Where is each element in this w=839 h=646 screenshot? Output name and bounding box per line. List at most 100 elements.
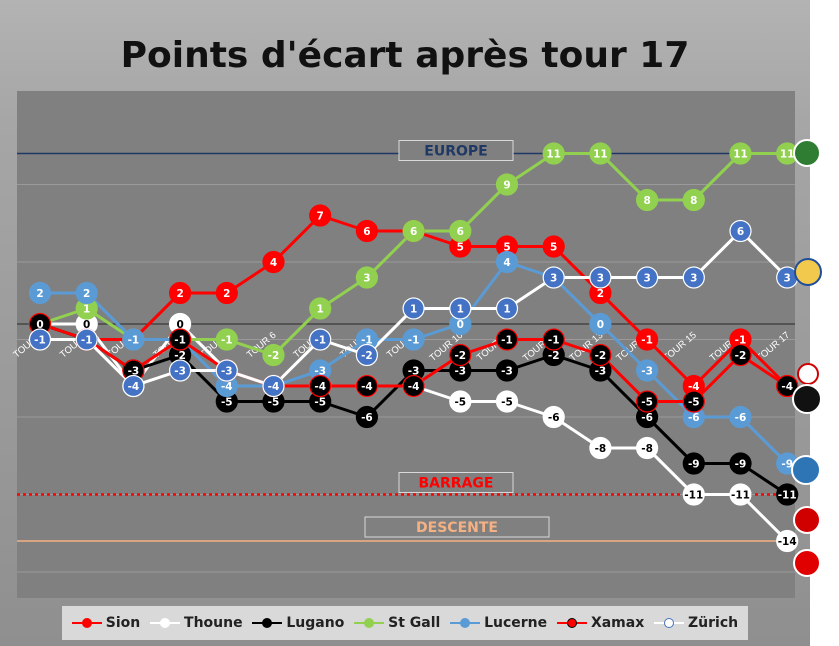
thoune-logo-icon [793,549,821,577]
data-label: -2 [595,350,607,362]
legend-item: Sion [71,615,140,631]
data-label: 9 [503,180,510,192]
legend-item: St Gall [354,615,440,631]
data-point [776,483,799,506]
data-label: -11 [684,490,703,502]
data-point [215,359,238,382]
data-point [635,359,659,382]
data-point [729,343,752,367]
data-point [169,281,192,305]
data-label: -14 [778,536,797,548]
data-label: -4 [221,381,233,393]
data-point [542,266,565,289]
data-point [729,142,752,165]
data-label: -8 [641,443,653,455]
data-label: 2 [223,288,230,300]
data-point [309,204,332,227]
legend-swatch [654,617,685,629]
data-label: 11 [780,149,795,161]
data-label: 0 [457,319,464,331]
data-label: -11 [731,490,750,502]
data-label: 0 [36,319,43,331]
data-label: 0 [176,319,183,331]
data-label: -4 [361,381,373,393]
reference-label-box [398,472,514,493]
data-label: -1 [361,335,373,347]
data-label: -8 [595,443,607,455]
data-label: 6 [737,226,744,238]
data-point [682,266,705,289]
data-point [75,281,98,305]
data-label: -4 [128,381,140,393]
reference-label-box [398,140,514,161]
data-label: -1 [34,335,46,347]
legend-item: Zürich [654,615,738,631]
data-point [682,188,705,212]
data-label: 6 [457,226,464,238]
legend-item: Lugano [252,615,344,631]
reference-label-box [364,516,550,538]
data-point [449,297,472,320]
data-point [542,235,565,258]
data-label: -1 [81,335,93,347]
data-label: -1 [128,335,140,347]
data-label: -3 [501,366,513,378]
legend-swatch [354,617,385,629]
data-label: 8 [690,195,697,207]
data-label: 3 [550,273,557,285]
data-label: -5 [688,397,700,409]
legend-label: St Gall [388,615,441,631]
data-point [449,219,472,243]
data-point [449,343,472,367]
data-point [402,374,425,398]
data-point [215,328,238,351]
data-label: -1 [641,335,653,347]
reference-label-descente: DESCENTE [416,520,498,536]
data-point [402,297,425,320]
data-point [309,328,332,351]
data-point [542,405,565,429]
data-label: -5 [221,397,233,409]
legend-swatch [252,617,283,629]
data-label: -3 [641,366,653,378]
data-point [682,483,705,506]
data-label: 11 [733,149,748,161]
data-point [28,328,52,351]
data-point [449,390,472,413]
data-label: -4 [408,381,420,393]
legend-item: Xamax [556,615,645,631]
data-point [635,266,659,289]
data-point [542,142,565,165]
data-point [495,297,519,320]
data-point [262,374,285,398]
st-gall-logo-icon [793,139,821,167]
data-label: -3 [128,366,140,378]
data-point [122,374,145,398]
chart-legend: Sion Thoune Lugano St Gall Lucerne Xamax Züric… [62,606,748,640]
chart-title: Points d'écart après tour 17 [120,35,690,76]
data-label: -5 [641,397,653,409]
data-label: -6 [641,412,653,424]
data-label: -3 [314,366,326,378]
data-point [729,219,752,243]
data-label: 6 [363,226,370,238]
data-label: -1 [314,335,326,347]
data-label: 6 [410,226,417,238]
data-point [729,452,752,475]
data-label: -9 [781,459,793,471]
data-point [495,250,519,274]
legend-label: Xamax [590,615,645,631]
data-label: 11 [593,149,608,161]
data-label: 7 [317,211,324,223]
data-label: -3 [454,366,466,378]
sion-logo-icon [797,363,819,385]
data-label: -3 [221,366,233,378]
data-point [635,436,659,460]
data-label: -6 [688,412,700,424]
data-label: 1 [410,304,417,316]
data-point [75,328,98,351]
data-label: -1 [548,335,560,347]
data-label: 1 [83,304,90,316]
data-label: 1 [457,304,464,316]
